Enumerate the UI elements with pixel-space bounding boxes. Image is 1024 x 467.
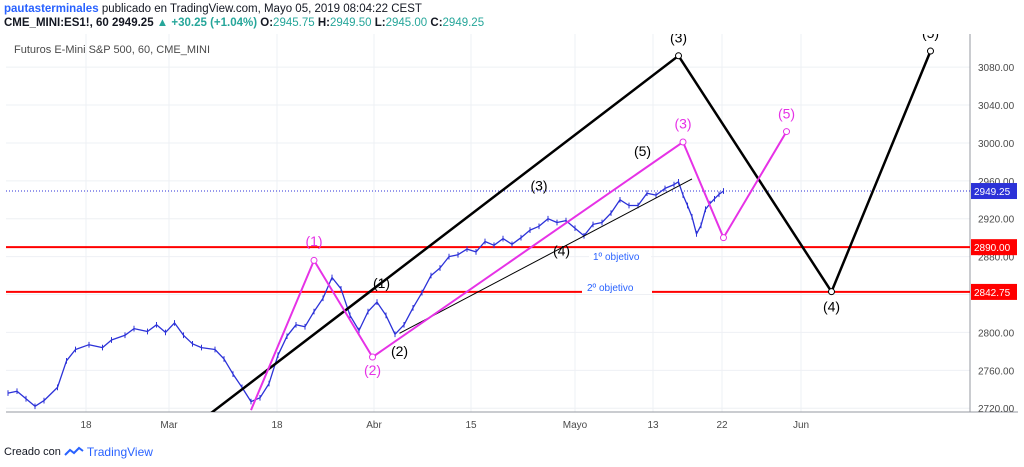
y-tick-label: 2720.00 bbox=[978, 404, 1015, 415]
low-value: 2945.00 bbox=[385, 17, 428, 29]
magenta-wave-label: (3) bbox=[674, 116, 691, 132]
y-tick-label: 2880.00 bbox=[978, 253, 1015, 264]
objective-2-label: 2º objetivo bbox=[587, 283, 634, 294]
y-tick-label: 3040.00 bbox=[978, 101, 1015, 112]
high-label: H: bbox=[317, 17, 330, 29]
x-tick-label: 18 bbox=[271, 420, 283, 431]
chart-header: pautasterminales publicado en TradingVie… bbox=[4, 2, 1020, 32]
magenta-wave-pivot bbox=[369, 353, 376, 361]
magenta-wave-line bbox=[250, 131, 788, 411]
last-price-tag-bg bbox=[971, 183, 1017, 200]
black-wave-pivot bbox=[927, 47, 934, 55]
x-tick-label: Mar bbox=[160, 420, 178, 431]
black-wave-label: (4) bbox=[553, 243, 570, 259]
tradingview-brand[interactable]: TradingView bbox=[86, 445, 153, 459]
footer: Creado con TradingView bbox=[4, 445, 153, 459]
last-price: 2949.25 bbox=[112, 17, 154, 29]
objective-1-bg bbox=[589, 250, 651, 264]
black-wave-pivot bbox=[675, 52, 682, 60]
target-level-tag-bg bbox=[971, 283, 1017, 300]
close-label: C: bbox=[430, 17, 443, 29]
close-value: 2949.25 bbox=[442, 17, 485, 29]
created-with-label: Creado con bbox=[4, 446, 61, 458]
y-tick-label: 2800.00 bbox=[978, 328, 1015, 339]
y-tick-label: 3000.00 bbox=[978, 139, 1015, 150]
objective-1-label: 1º objetivo bbox=[593, 252, 640, 263]
y-tick-label: 3080.00 bbox=[978, 63, 1015, 74]
magenta-wave-pivot bbox=[679, 138, 687, 146]
symbol-line: CME_MINI:ES1!, 60 2949.25 ▲ +30.25 (+1.0… bbox=[4, 16, 1020, 30]
x-tick-label: 18 bbox=[80, 420, 92, 431]
black-wave-label: (3) bbox=[530, 177, 547, 193]
black-wave-line bbox=[210, 50, 932, 412]
x-tick-label: Abr bbox=[366, 420, 382, 431]
objective-2-bg bbox=[582, 280, 652, 294]
black-wave-label: (2) bbox=[391, 343, 408, 359]
target-level-tag: 2890.00 bbox=[974, 243, 1011, 254]
black-wave-label: (4) bbox=[823, 299, 840, 315]
plot-area: 1º objetivo 2º objetivo (1) (2) (3) (4) (5) (3)… bbox=[6, 34, 970, 412]
x-tick-label: 13 bbox=[647, 420, 659, 431]
y-tick-label: 2960.00 bbox=[978, 177, 1015, 188]
x-tick-label: 15 bbox=[465, 420, 477, 431]
x-tick-label: 22 bbox=[716, 420, 728, 431]
magenta-wave-pivot bbox=[720, 234, 727, 242]
last-price-tag: 2949.25 bbox=[974, 187, 1011, 198]
magenta-wave-pivot bbox=[310, 256, 318, 264]
black-wave-pivot bbox=[828, 288, 835, 296]
grid-lines bbox=[6, 34, 970, 412]
magenta-wave-label: (1) bbox=[305, 233, 322, 249]
trendline bbox=[399, 178, 693, 334]
chart-title: Futuros E-Mini S&P 500, 60, CME_MINI bbox=[14, 44, 210, 56]
high-value: 2949.50 bbox=[329, 17, 372, 29]
target-level-tag-bg bbox=[971, 239, 1017, 256]
author-link[interactable]: pautasterminales bbox=[4, 3, 99, 15]
publish-info: publicado en TradingView.com, Mayo 05, 2… bbox=[101, 3, 422, 15]
up-arrow-icon: ▲ bbox=[156, 17, 169, 29]
x-tick-label: Mayo bbox=[563, 420, 588, 431]
target-level-tag: 2842.75 bbox=[974, 288, 1011, 299]
tradingview-logo-icon bbox=[64, 446, 84, 456]
y-tick-label: 2920.00 bbox=[978, 215, 1015, 226]
black-wave-label: (1) bbox=[373, 275, 390, 291]
black-wave-label: (5) bbox=[922, 34, 939, 41]
y-tick-label: 2760.00 bbox=[978, 366, 1015, 377]
open-label: O: bbox=[260, 17, 274, 29]
symbol-label: CME_MINI:ES1!, 60 bbox=[4, 17, 109, 29]
black-wave-label: (3) bbox=[670, 34, 687, 46]
low-label: L: bbox=[374, 17, 386, 29]
publish-line: pautasterminales publicado en TradingVie… bbox=[4, 2, 1020, 16]
x-tick-label: Jun bbox=[793, 420, 809, 431]
open-value: 2945.75 bbox=[273, 17, 315, 29]
black-wave-label: (5) bbox=[634, 143, 651, 159]
magenta-wave-label: (2) bbox=[364, 362, 381, 378]
price-change: +30.25 (+1.04%) bbox=[171, 17, 258, 29]
magenta-wave-label: (5) bbox=[778, 105, 795, 121]
magenta-wave-pivot bbox=[783, 128, 790, 136]
